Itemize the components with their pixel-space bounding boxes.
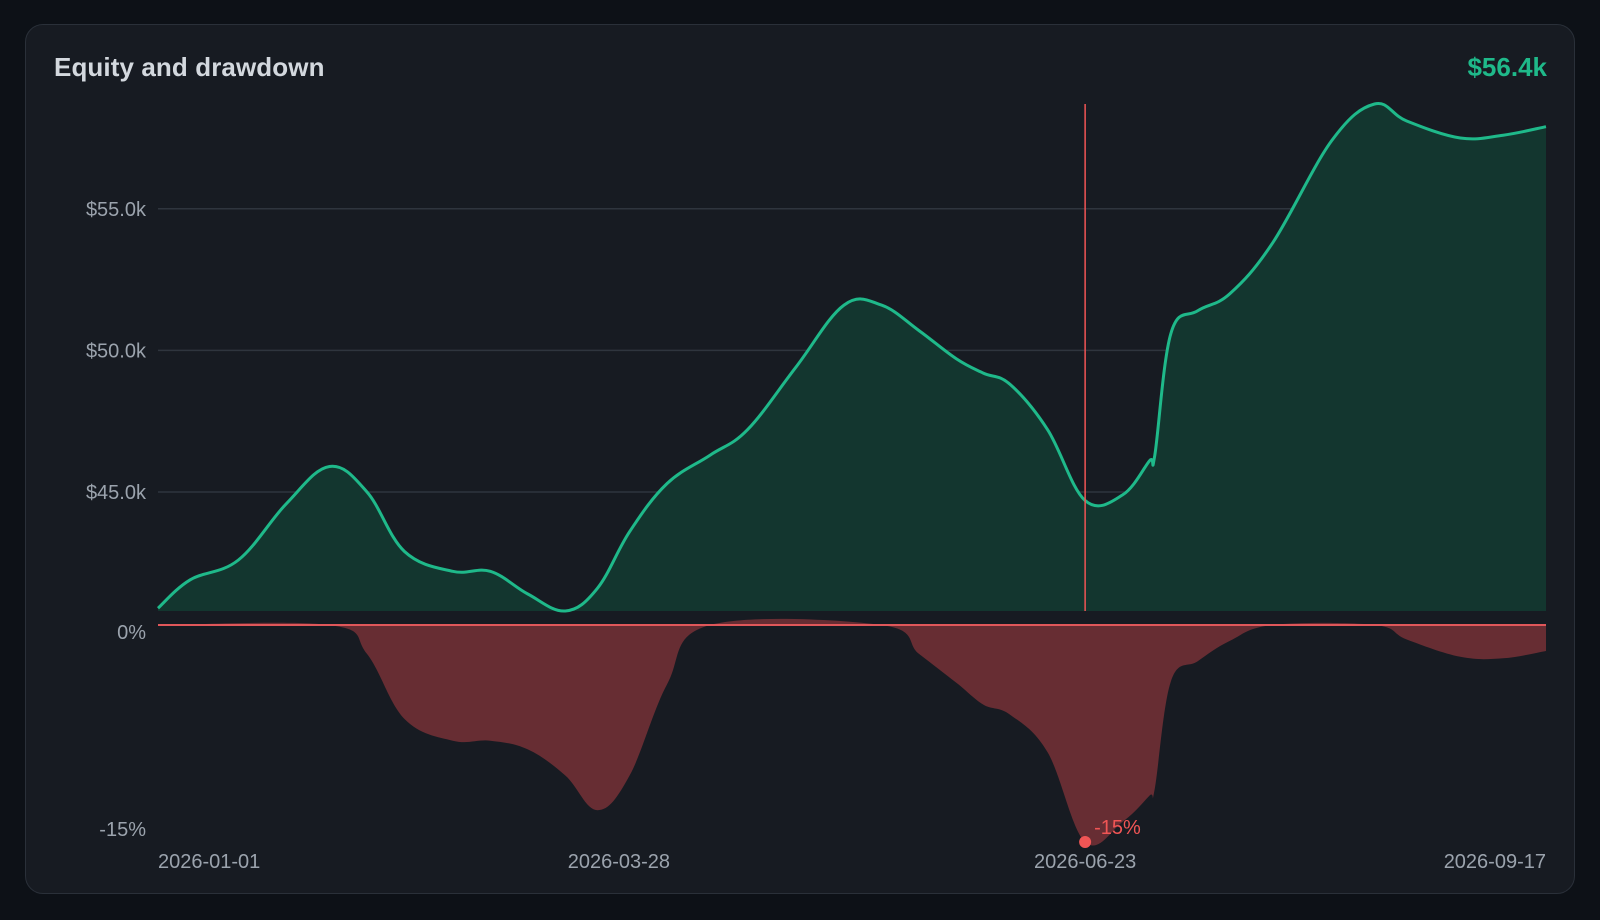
- equity-area: [158, 103, 1546, 612]
- drawdown-area: [158, 618, 1546, 846]
- drawdown-layer: [158, 618, 1546, 846]
- x-tick-label: 2026-09-17: [1444, 851, 1546, 873]
- x-tick-label: 2026-01-01: [158, 851, 260, 873]
- y-tick-label: $50.0k: [86, 340, 147, 362]
- x-tick-label: 2026-03-28: [568, 851, 670, 873]
- drawdown-tick-label: 0%: [117, 622, 146, 644]
- y-tick-label: $45.0k: [86, 482, 147, 504]
- marker-layer: -15%: [1079, 104, 1141, 848]
- chart-title: Equity and drawdown: [54, 52, 325, 82]
- max-drawdown-label: -15%: [1094, 817, 1141, 839]
- drawdown-tick-label: -15%: [99, 819, 146, 841]
- x-tick-label: 2026-06-23: [1034, 851, 1136, 873]
- max-drawdown-point: [1079, 836, 1092, 848]
- tick-layer: $45.0k $50.0k $55.0k 0% -15% 2026-01-01 2026-0…: [86, 199, 1546, 873]
- latest-equity-value: $56.4k: [1467, 52, 1547, 82]
- y-tick-label: $55.0k: [86, 199, 147, 221]
- equity-layer: [156, 101, 1547, 613]
- equity-line: [156, 101, 1547, 613]
